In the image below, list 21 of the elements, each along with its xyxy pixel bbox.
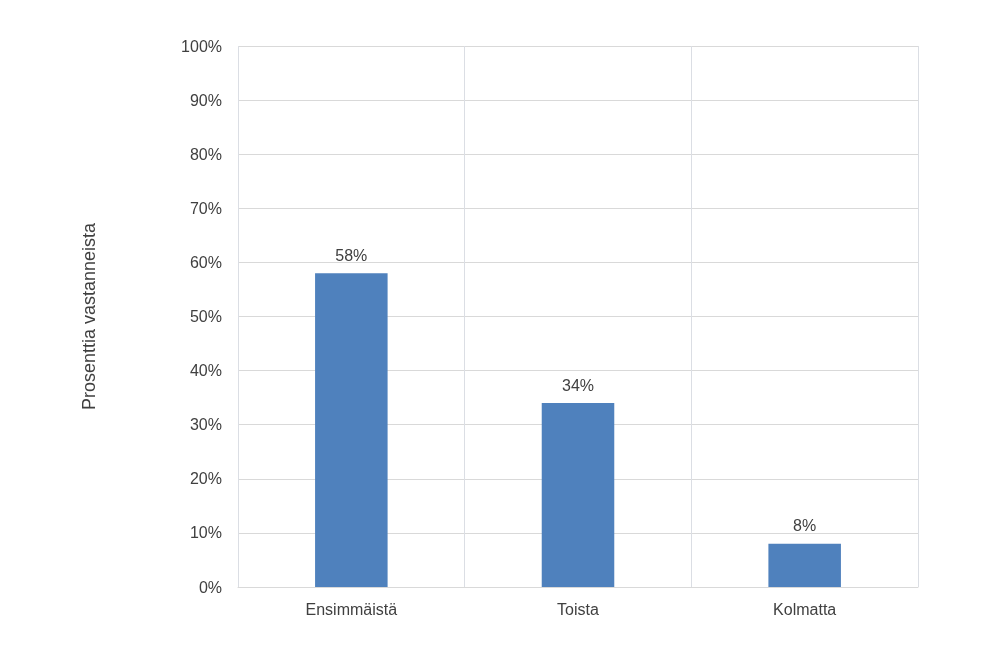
y-tick-label: 20% [189,470,222,488]
x-tick-label: Kolmatta [773,600,837,618]
y-tick-label: 0% [198,578,222,596]
x-tick-label: Ensimmäistä [305,600,398,618]
y-tick-label: 90% [189,91,222,109]
y-tick-label: 10% [189,524,222,542]
y-axis-title: Prosenttia vastanneista [79,221,99,411]
data-label: 8% [793,517,817,535]
y-tick-label: 40% [189,362,222,380]
data-label: 34% [561,376,595,394]
y-tick-label: 30% [189,416,222,434]
y-tick-label: 50% [189,308,222,325]
y-tick-label: 80% [189,145,222,163]
x-tick-label: Toista [557,600,599,618]
y-tick-label: 60% [189,253,222,271]
bar [315,273,388,587]
bar [541,403,615,587]
y-tick-label: 100% [181,37,222,55]
y-tick-label: 70% [189,199,222,217]
data-label: 58% [335,246,368,264]
bar [768,543,841,587]
